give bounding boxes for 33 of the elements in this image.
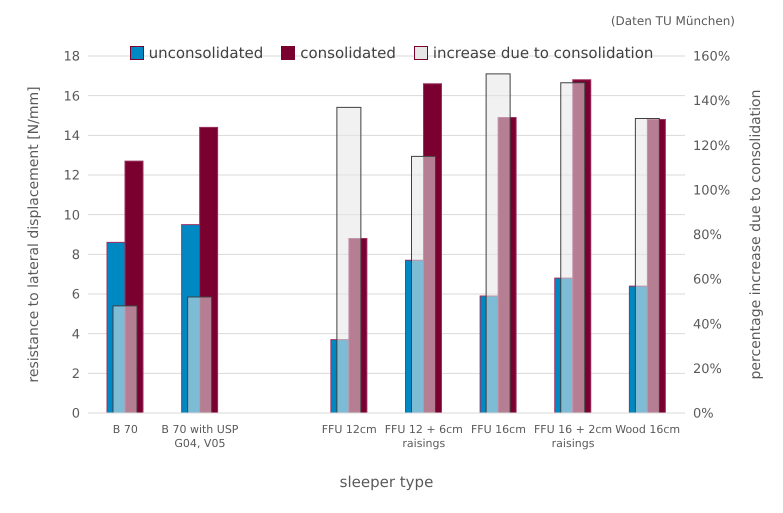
text: (Daten TU München): [610, 14, 735, 28]
x-tick-label: FFU 16 + 2cm raisings: [534, 423, 612, 450]
y-tick-label: 6: [72, 288, 80, 303]
legend-label: unconsolidated: [148, 44, 264, 62]
y-tick-label: 10: [63, 208, 80, 224]
y-tick-label: 4: [72, 327, 80, 342]
y-tick-label: 14: [63, 128, 80, 144]
y2-tick-label: 120%: [693, 138, 730, 154]
y2-tick-label: 100%: [693, 183, 730, 198]
y2-tick-label: 60%: [693, 272, 722, 288]
y-tick-label: 12: [63, 168, 80, 184]
y-axis-title: resistance to lateral displacement [N/mm]: [26, 86, 42, 383]
x-tick-label: B 70 with USP G04, V05: [161, 423, 239, 450]
y2-axis-title: percentage increase due to consolidation: [748, 90, 764, 380]
x-tick-label: Wood 16cm: [615, 423, 680, 436]
x-tick-label: B 70: [112, 423, 138, 436]
legend-label: consolidated: [299, 44, 396, 62]
x-tick-label: FFU 12 + 6cm raisings: [384, 423, 463, 450]
legend-label: increase due to consolidation: [432, 44, 654, 62]
y-tick-label: 2: [72, 366, 80, 382]
y2-tick-label: 80%: [693, 228, 722, 244]
x-tick-label: FFU 12cm: [322, 423, 377, 436]
y2-tick-label: 160%: [693, 50, 730, 65]
y2-tick-label: 40%: [693, 317, 722, 332]
y2-tick-label: 20%: [693, 362, 722, 377]
y2-tick-label: 0%: [693, 406, 714, 422]
x-tick-label: FFU 16cm: [470, 423, 526, 436]
y2-tick-label: 140%: [693, 94, 730, 110]
y-tick-label: 18: [63, 50, 80, 65]
x-axis-title: sleeper type: [340, 473, 434, 491]
y-tick-label: 0: [72, 406, 80, 422]
y-tick-label: 8: [72, 248, 80, 263]
y-tick-label: 16: [63, 89, 80, 104]
